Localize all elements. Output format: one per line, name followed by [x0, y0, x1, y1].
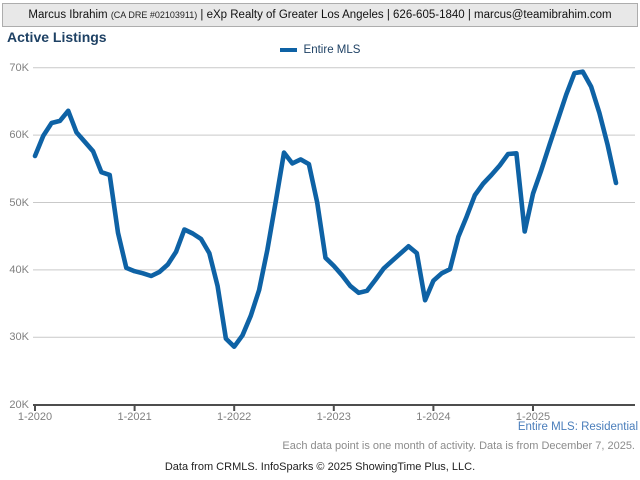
data-date-footnote: Each data point is one month of activity…: [282, 440, 635, 452]
y-axis-label-70K: 70K: [9, 61, 29, 74]
agent-contact-info: | eXp Realty of Greater Los Angeles | 62…: [197, 9, 612, 21]
y-axis-label-30K: 30K: [9, 331, 29, 344]
y-axis-label-40K: 40K: [9, 263, 29, 276]
x-axis-label-1-2025: 1-2025: [515, 411, 551, 423]
series-line-entire-mls: [32, 69, 619, 350]
agent-name: Marcus Ibrahim: [28, 9, 111, 21]
x-axis-label-1-2021: 1-2021: [117, 411, 152, 423]
x-axis-label-1-2022: 1-2022: [217, 411, 252, 423]
legend-series-label[interactable]: Entire MLS: [303, 44, 361, 56]
y-axis-label-50K: 50K: [9, 196, 29, 209]
chart-legend: Entire MLS: [0, 43, 640, 57]
x-axis-label-1-2023: 1-2023: [316, 411, 351, 423]
y-axis-label-20K: 20K: [9, 398, 29, 411]
chart-title: Active Listings: [7, 29, 107, 45]
agent-header-banner: Marcus Ibrahim (CA DRE #02103911) | eXp …: [2, 3, 638, 27]
x-axis-label-1-2024: 1-2024: [416, 411, 451, 423]
legend-line-swatch: [279, 48, 297, 52]
copyright-footer: Data from CRMLS. InfoSparks © 2025 Showi…: [164, 461, 476, 473]
x-axis-label-1-2020: 1-2020: [17, 411, 53, 423]
series-scope-link[interactable]: Entire MLS: Residential: [517, 421, 638, 433]
y-axis-label-60K: 60K: [9, 129, 29, 142]
agent-license: (CA DRE #02103911): [110, 10, 198, 20]
